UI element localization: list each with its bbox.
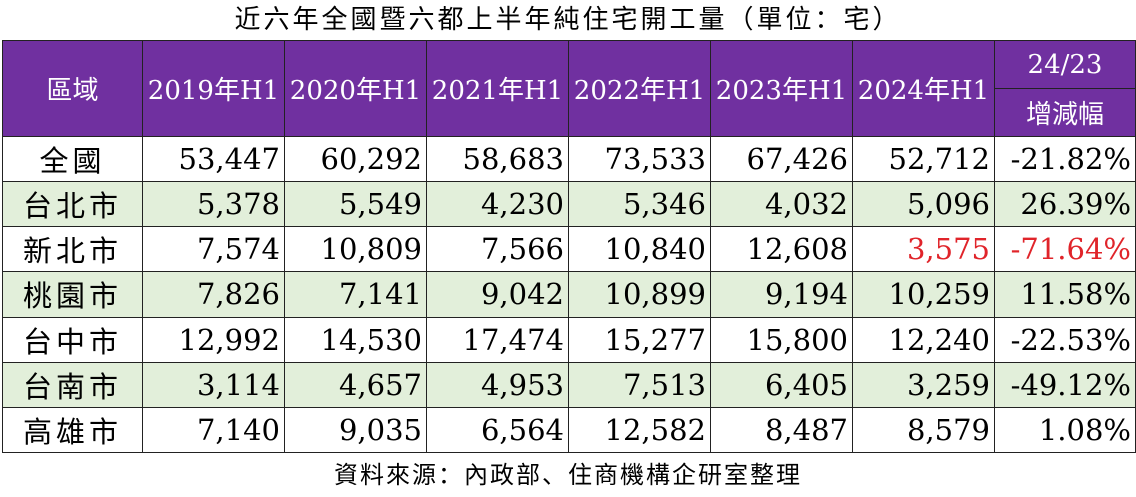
table-row: 桃園市 7,826 7,141 9,042 10,899 9,194 10,259 11.58… [2,271,1136,318]
value-cell: 9,042 [426,271,569,318]
value-cell: 6,564 [426,406,569,454]
year-header: 2024年H1 [852,40,995,137]
table-row: 台北市 5,378 5,549 4,230 5,346 4,032 5,096 26.39% [2,181,1136,228]
value-cell: 7,513 [568,361,711,408]
value-cell: 73,533 [568,135,711,183]
region-cell: 新北市 [2,226,143,273]
table-row: 新北市 7,574 10,809 7,566 10,840 12,608 3,575 -71.… [2,226,1136,273]
value-cell: 5,346 [568,181,711,228]
source-note: 資料來源：內政部、住商機構企研室整理 [334,461,802,489]
table-row: 台南市 3,114 4,657 4,953 7,513 6,405 3,259 -49.12% [2,361,1136,408]
year-header: 2019年H1 [142,40,285,137]
change-cell: -71.64% [994,226,1136,273]
change-cell: 1.08% [994,406,1136,454]
page-title: 近六年全國暨六都上半年純住宅開工量（單位：宅） [234,5,902,35]
value-cell: 3,259 [852,361,995,408]
value-cell: 7,574 [142,226,285,273]
value-cell: 5,096 [852,181,995,228]
region-cell: 高雄市 [2,406,143,454]
value-cell: 7,140 [142,406,285,454]
year-header: 2022年H1 [568,40,711,137]
value-cell: 4,230 [426,181,569,228]
value-cell: 7,826 [142,271,285,318]
value-cell: 52,712 [852,135,995,183]
value-cell: 7,141 [284,271,427,318]
value-cell: 10,899 [568,271,711,318]
value-cell: 5,549 [284,181,427,228]
year-header: 2021年H1 [426,40,569,137]
value-cell: 17,474 [426,316,569,363]
change-cell: -49.12% [994,361,1136,408]
value-cell: 12,582 [568,406,711,454]
value-cell: 12,992 [142,316,285,363]
value-cell: 12,240 [852,316,995,363]
value-cell: 60,292 [284,135,427,183]
value-cell: 15,277 [568,316,711,363]
value-cell: 67,426 [710,135,853,183]
value-cell: 58,683 [426,135,569,183]
value-cell: 4,032 [710,181,853,228]
value-cell: 4,657 [284,361,427,408]
region-cell: 台南市 [2,361,143,408]
value-cell: 8,487 [710,406,853,454]
value-cell: 53,447 [142,135,285,183]
value-cell: 8,579 [852,406,995,454]
change-cell: -21.82% [994,135,1136,183]
value-cell: 10,259 [852,271,995,318]
value-cell: 9,035 [284,406,427,454]
region-cell: 台北市 [2,181,143,228]
change-cell: 11.58% [994,271,1136,318]
table-body: 全國 53,447 60,292 58,683 73,533 67,426 52,712 -2… [2,135,1136,454]
value-cell: 10,809 [284,226,427,273]
value-cell: 12,608 [710,226,853,273]
value-cell: 3,575 [852,226,995,273]
value-cell: 7,566 [426,226,569,273]
year-header: 2020年H1 [284,40,427,137]
value-cell: 10,840 [568,226,711,273]
change-cell: -22.53% [994,316,1136,363]
table-row: 高雄市 7,140 9,035 6,564 12,582 8,487 8,579 1.08% [2,406,1136,454]
table-row: 全國 53,447 60,292 58,683 73,533 67,426 52,712 -2… [2,135,1136,183]
table-row: 台中市 12,992 14,530 17,474 15,277 15,800 12,240-… [2,316,1136,363]
region-cell: 桃園市 [2,271,143,318]
value-cell: 9,194 [710,271,853,318]
value-cell: 4,953 [426,361,569,408]
change-header-bottom: 增減幅 [994,88,1136,137]
region-cell: 全國 [2,135,143,183]
change-header-top: 24/23 [994,40,1136,89]
year-header: 2023年H1 [710,40,853,137]
change-cell: 26.39% [994,181,1136,228]
region-header: 區域 [2,40,143,137]
value-cell: 6,405 [710,361,853,408]
value-cell: 15,800 [710,316,853,363]
housing-starts-table: 區域 2019年H1 2020年H1 2021年H1 2022年H1 2023年… [2,40,1136,454]
value-cell: 14,530 [284,316,427,363]
value-cell: 3,114 [142,361,285,408]
value-cell: 5,378 [142,181,285,228]
region-cell: 台中市 [2,316,143,363]
